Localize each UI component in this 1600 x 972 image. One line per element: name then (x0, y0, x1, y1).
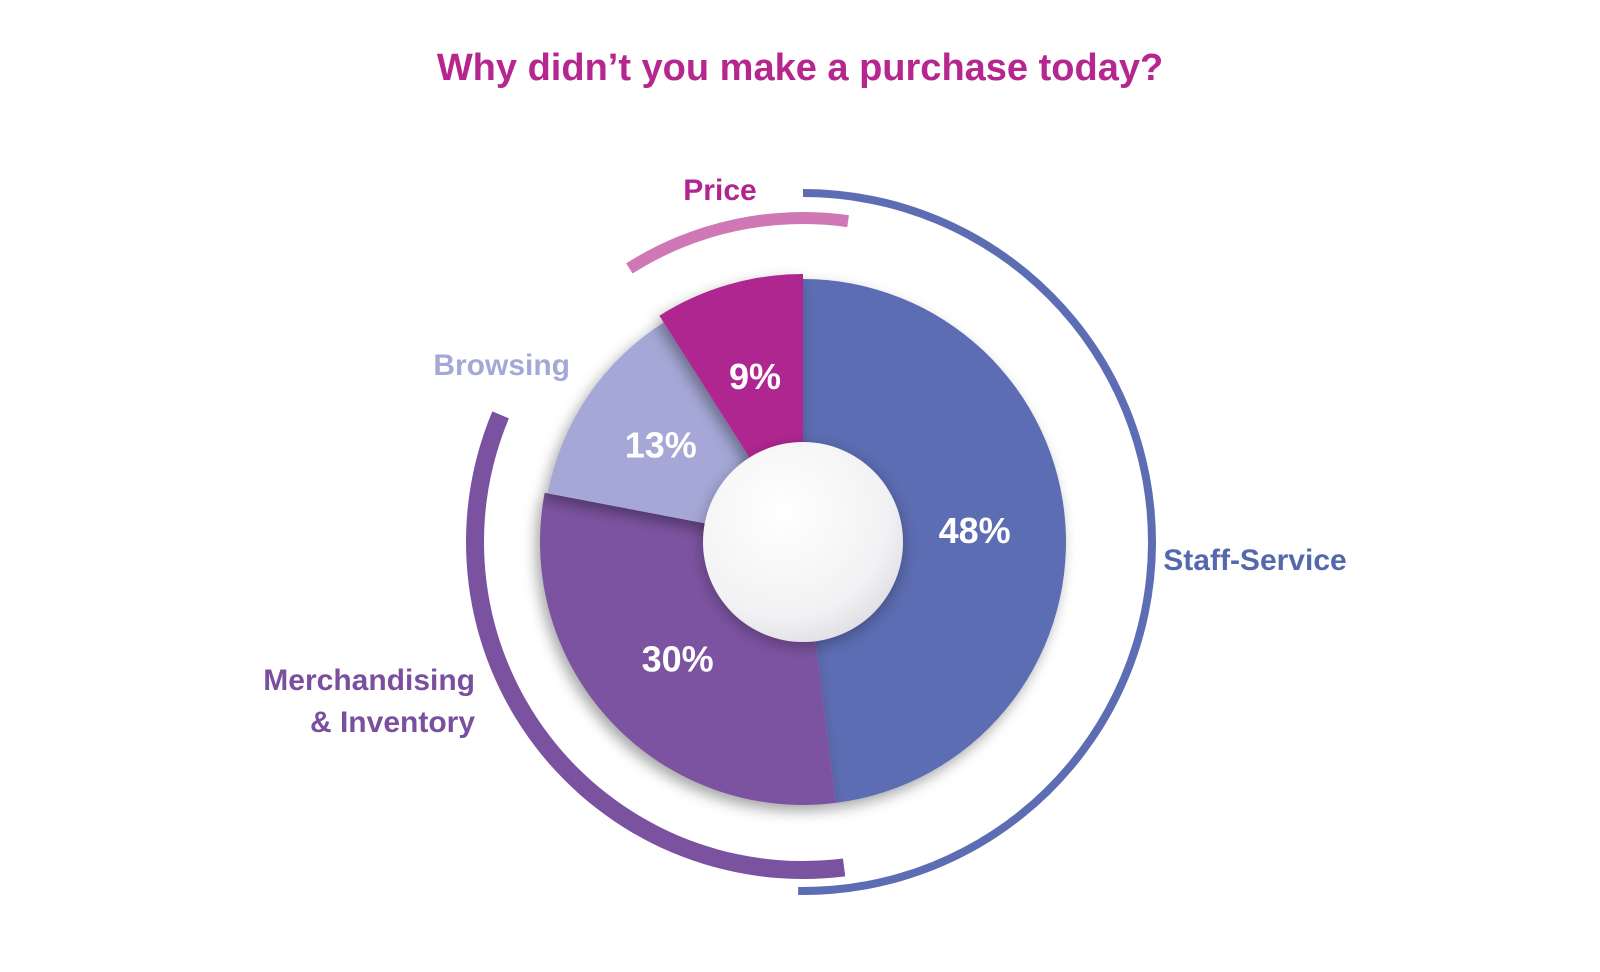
value-label: 30% (642, 639, 714, 680)
category-label: Merchandising & Inventory (263, 664, 475, 739)
chart-labels: 48% 30% 13% 9% Staff-Service Merchandising & I… (263, 174, 1346, 739)
category-label: Price (683, 174, 756, 207)
category-label-line: Browsing (433, 349, 570, 382)
value-label: 48% (939, 510, 1011, 551)
outer-ring-merchandising-inventory (465, 411, 846, 879)
category-label-line: Merchandising (263, 664, 475, 697)
category-label-line: Staff-Service (1163, 544, 1346, 577)
value-label: 13% (625, 424, 697, 465)
category-label: Staff-Service (1163, 544, 1346, 577)
outer-rings (465, 189, 1157, 895)
center-hole (703, 442, 903, 642)
value-label: 9% (729, 356, 781, 397)
chart-title: Why didn’t you make a purchase today? (437, 47, 1163, 89)
pie-slice-staff-service (803, 279, 1067, 803)
category-label-line: & Inventory (310, 706, 475, 739)
category-label: Browsing (433, 349, 570, 382)
category-label-line: Price (683, 174, 756, 207)
outer-ring-price (626, 211, 849, 274)
